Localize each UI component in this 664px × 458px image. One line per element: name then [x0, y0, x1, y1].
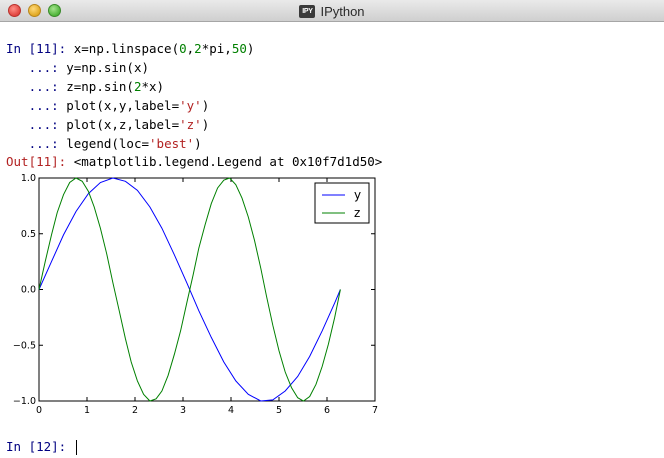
y-tick-label: −0.5	[13, 340, 36, 351]
x-tick-label: 4	[228, 405, 234, 416]
continuation-line: ...: legend(loc='best')	[6, 135, 202, 153]
code-text: x=np.linspace(	[73, 41, 180, 56]
code-string: 'y'	[179, 98, 202, 113]
x-tick-label: 1	[84, 405, 90, 416]
x-tick-label: 6	[324, 405, 330, 416]
code-number: 2	[133, 79, 142, 94]
code-text: *x)	[141, 79, 165, 94]
x-tick-label: 3	[180, 405, 186, 416]
code-number: 50	[231, 41, 247, 56]
continuation-line: ...: y=np.sin(x)	[6, 59, 149, 77]
y-tick-label: 1.0	[21, 173, 36, 184]
matplotlib-figure: 0 1 2 3 4 5 6 7 1.0 0.5 0.0 −0.5 −1.0 y z	[13, 173, 378, 416]
y-tick-label: −1.0	[13, 396, 36, 407]
code-text: ,	[186, 41, 195, 56]
series-group	[38, 177, 341, 402]
continuation-line: ...: plot(x,y,label='y')	[6, 97, 210, 115]
legend-frame	[314, 182, 370, 224]
continuation-line: ...: z=np.sin(2*x)	[6, 78, 165, 96]
y-tick-label: 0.5	[21, 229, 36, 240]
window-title: IPython	[320, 3, 365, 19]
next-input-line[interactable]: In [12]:	[6, 438, 77, 456]
continuation-prompt: ...:	[6, 136, 59, 151]
code-number: 2	[194, 41, 202, 56]
y-tick-label: 0.0	[21, 285, 36, 296]
console-area[interactable]: In [11]: x=np.linspace(0,2*pi,50) ...: y…	[0, 22, 664, 458]
code-text: legend(loc=	[66, 136, 150, 151]
window-title-group: IPY IPython	[0, 0, 664, 22]
zoom-window-button[interactable]	[48, 4, 61, 17]
ipython-app-icon: IPY	[299, 4, 316, 18]
series-line-z	[38, 177, 341, 402]
code-text: plot(x,z,label=	[66, 117, 180, 132]
legend-label-z: z	[354, 206, 360, 220]
x-tick-label: 5	[276, 405, 282, 416]
legend-label-y: y	[354, 188, 361, 202]
next-input-prompt: In [12]:	[6, 439, 67, 454]
continuation-line: ...: plot(x,z,label='z')	[6, 116, 210, 134]
code-text: )	[246, 41, 255, 56]
code-text: plot(x,y,label=	[66, 98, 180, 113]
tick-group: 0 1 2 3 4 5 6 7 1.0 0.5 0.0 −0.5 −1.0	[13, 173, 378, 416]
continuation-prompt: ...:	[6, 79, 59, 94]
code-text: )	[194, 136, 202, 151]
code-text: )	[201, 98, 210, 113]
minimize-window-button[interactable]	[28, 4, 41, 17]
output-text: <matplotlib.legend.Legend at 0x10f7d1d50…	[73, 154, 383, 169]
x-tick-label: 7	[372, 405, 378, 416]
series-line-y	[38, 177, 341, 402]
continuation-prompt: ...:	[6, 117, 59, 132]
continuation-prompt: ...:	[6, 98, 59, 113]
code-string: 'best'	[149, 136, 195, 151]
code-text: z=np.sin(	[66, 79, 134, 94]
code-string: 'z'	[179, 117, 202, 132]
legend: y z	[314, 182, 370, 224]
code-number: 0	[179, 41, 187, 56]
input-line: In [11]: x=np.linspace(0,2*pi,50)	[6, 40, 254, 58]
code-text: *pi,	[201, 41, 232, 56]
close-window-button[interactable]	[8, 4, 21, 17]
x-tick-label: 2	[132, 405, 138, 416]
code-text: y=np.sin(x)	[66, 60, 150, 75]
output-line: Out[11]: <matplotlib.legend.Legend at 0x…	[6, 153, 382, 171]
continuation-prompt: ...:	[6, 60, 59, 75]
x-tick-label: 0	[36, 405, 42, 416]
input-prompt: In [11]:	[6, 41, 67, 56]
code-text: )	[201, 117, 210, 132]
output-prompt: Out[11]:	[6, 154, 67, 169]
title-bar[interactable]: IPY IPython	[0, 0, 664, 22]
text-cursor	[75, 440, 77, 455]
